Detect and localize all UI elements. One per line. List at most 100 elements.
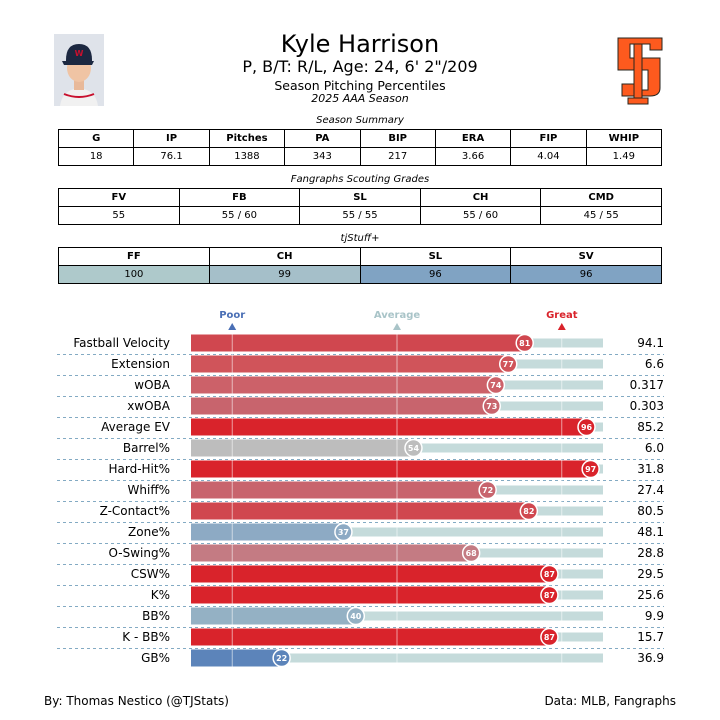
marker-triangle-great	[557, 323, 566, 330]
stat-value-whiff: 27.4	[637, 483, 664, 497]
category-label-z-contact: Z-Contact%	[100, 504, 170, 518]
stat-value-k: 25.6	[637, 588, 664, 602]
percentile-label-barrel: 54	[408, 444, 420, 453]
summary-value-era: 3.66	[434, 147, 512, 166]
bar-woba	[191, 376, 496, 394]
stuff-header-sl: SL	[359, 247, 512, 266]
season-summary-caption: Season Summary	[316, 115, 404, 126]
grades-header-fv: FV	[58, 188, 180, 207]
summary-value-pitches: 1388	[208, 147, 286, 166]
percentile-label-woba: 74	[490, 381, 502, 390]
player-name: Kyle Harrison	[280, 30, 440, 58]
stat-value-gb: 36.9	[637, 651, 664, 665]
percentile-dot-barrel	[404, 438, 423, 458]
season-summary-table: G IP Pitches PA BIP ERA FIP WHIP 18 76.1…	[57, 129, 663, 166]
bar-gb	[191, 649, 282, 667]
bar-xwoba	[191, 397, 492, 415]
stuff-value-sl: 96	[359, 265, 512, 284]
bar-extension	[191, 355, 509, 373]
marker-label-average: Average	[374, 310, 421, 321]
summary-header-ip: IP	[133, 129, 210, 148]
chart-subtitle: Season Pitching Percentiles	[274, 78, 446, 93]
category-label-k: K%	[151, 588, 170, 602]
bar-o-swing	[191, 544, 472, 562]
stuff-value-ch: 99	[208, 265, 361, 284]
category-label-zone: Zone%	[128, 525, 170, 539]
stuff-value-sv: 96	[510, 265, 662, 284]
stat-value-extension: 6.6	[645, 357, 664, 371]
stuff-value-ff: 100	[58, 265, 210, 284]
summary-value-bip: 217	[359, 147, 436, 166]
stuff-header-ch: CH	[208, 247, 361, 266]
stat-value-z-contact: 80.5	[637, 504, 664, 518]
grades-value-sl: 55 / 55	[299, 206, 421, 225]
category-label-o-swing: O-Swing%	[109, 546, 171, 560]
summary-value-pa: 343	[284, 147, 361, 166]
percentile-dot-xwoba	[482, 396, 502, 416]
category-label-extension: Extension	[111, 357, 170, 371]
bar-hard-hit	[191, 460, 591, 478]
percentile-dot-o-swing	[461, 543, 481, 563]
percentile-dot-whiff	[478, 480, 497, 500]
percentile-dot-zone	[334, 522, 353, 542]
category-label-average-ev: Average EV	[101, 420, 171, 434]
category-label-xwoba: xwOBA	[127, 399, 171, 413]
percentile-label-gb: 22	[276, 654, 287, 663]
marker-triangle-poor	[228, 323, 237, 330]
percentile-label-extension: 77	[503, 360, 514, 369]
bar-z-contact	[191, 502, 529, 520]
stat-value-woba: 0.317	[630, 378, 664, 392]
percentile-dot-csw	[540, 564, 559, 584]
stat-value-bb: 9.9	[645, 609, 664, 623]
percentile-dot-k-bb	[540, 627, 559, 647]
season-label: 2025 AAA Season	[311, 92, 409, 105]
percentile-dot-woba	[486, 375, 506, 395]
bar-barrel	[191, 439, 414, 457]
fangraphs-grades-table: FV FB SL CH CMD 55 55 / 60 55 / 55 55 / …	[58, 188, 662, 225]
marker-label-great: Great	[546, 310, 578, 321]
percentile-label-o-swing: 68	[466, 549, 478, 558]
stat-value-hard-hit: 31.8	[637, 462, 664, 476]
stat-value-csw: 29.5	[637, 567, 664, 581]
percentile-label-z-contact: 82	[523, 507, 534, 516]
bar-csw	[191, 565, 550, 583]
summary-header-g: G	[57, 129, 135, 148]
percentile-label-average-ev: 96	[581, 423, 593, 432]
percentile-dot-hard-hit	[581, 459, 600, 479]
summary-header-pitches: Pitches	[208, 129, 286, 148]
percentile-label-xwoba: 73	[486, 402, 497, 411]
category-label-hard-hit: Hard-Hit%	[108, 462, 170, 476]
bar-zone	[191, 523, 344, 541]
summary-value-ip: 76.1	[133, 147, 210, 166]
percentile-label-k: 87	[544, 591, 555, 600]
player-info: P, B/T: R/L, Age: 24, 6' 2"/209	[242, 57, 478, 76]
summary-value-fip: 4.04	[510, 147, 587, 166]
bar-whiff	[191, 481, 488, 499]
category-label-bb: BB%	[142, 609, 170, 623]
grades-value-fv: 55	[58, 206, 180, 225]
percentile-dot-average-ev	[577, 417, 596, 437]
percentile-label-csw: 87	[544, 570, 555, 579]
stat-value-barrel: 6.0	[645, 441, 664, 455]
grades-header-ch: CH	[419, 188, 542, 207]
category-label-k-bb: K - BB%	[122, 630, 170, 644]
summary-header-whip: WHIP	[585, 129, 663, 148]
grades-value-ch: 55 / 60	[419, 206, 542, 225]
bar-bb	[191, 607, 356, 625]
summary-header-bip: BIP	[359, 129, 436, 148]
summary-header-pa: PA	[284, 129, 361, 148]
marker-label-poor: Poor	[219, 310, 245, 321]
summary-header-era: ERA	[434, 129, 512, 148]
stat-value-k-bb: 15.7	[637, 630, 664, 644]
percentile-bar-chart: Poor Average Great Fastball Velocity 94.1 81 E…	[57, 310, 664, 668]
percentile-dot-z-contact	[519, 501, 539, 521]
summary-value-g: 18	[57, 147, 135, 166]
player-headshot: W	[54, 34, 104, 106]
stat-value-o-swing: 28.8	[637, 546, 664, 560]
category-label-woba: wOBA	[134, 378, 170, 392]
percentile-label-k-bb: 87	[544, 633, 555, 642]
marker-triangle-average	[393, 323, 401, 330]
stuff-header-ff: FF	[58, 247, 210, 266]
team-logo-icon	[612, 34, 668, 106]
stat-value-average-ev: 85.2	[637, 420, 664, 434]
